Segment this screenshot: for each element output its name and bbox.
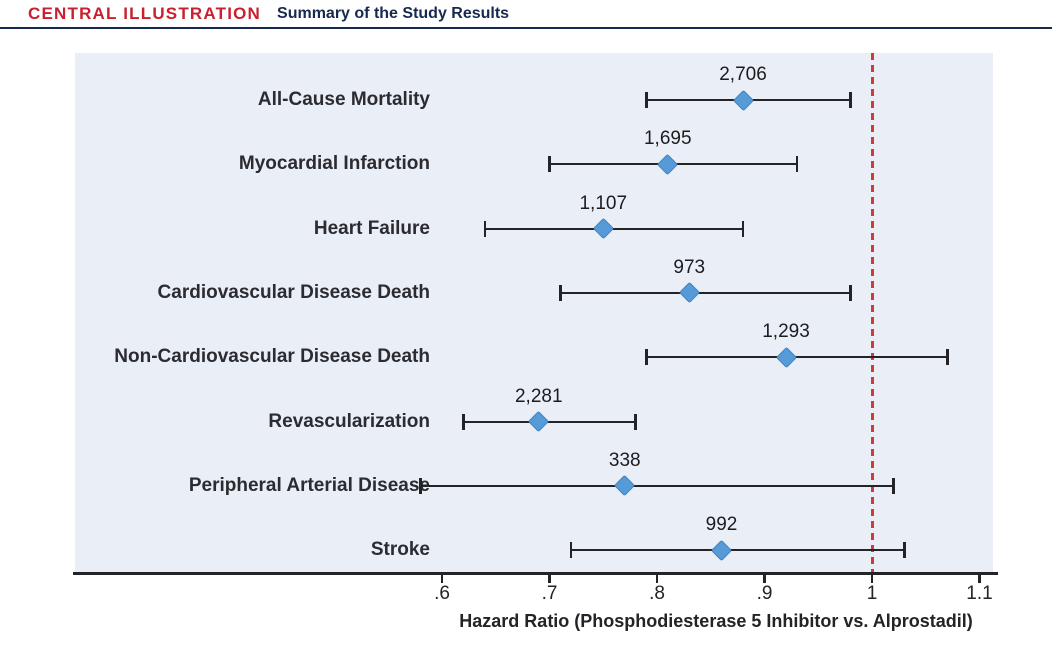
ci-line xyxy=(646,356,948,359)
event-count: 338 xyxy=(608,449,641,471)
hr-point-marker xyxy=(614,475,636,497)
ci-cap-left xyxy=(645,349,648,366)
outcome-label: Non-Cardiovascular Disease Death xyxy=(114,346,430,368)
x-tick-label: .9 xyxy=(756,583,773,604)
event-count: 992 xyxy=(705,514,738,536)
ci-line xyxy=(571,549,905,552)
ci-cap-right xyxy=(795,156,798,173)
ci-cap-right xyxy=(946,349,949,366)
hr-point-marker xyxy=(710,539,733,561)
outcome-label: All-Cause Mortality xyxy=(257,89,430,110)
x-tick-mark xyxy=(978,575,981,583)
ci-cap-left xyxy=(569,542,573,559)
event-count: 1,293 xyxy=(762,321,810,343)
x-tick-label: .6 xyxy=(434,583,450,604)
ci-line xyxy=(485,227,743,230)
hr-point-marker xyxy=(732,89,754,111)
hr-point-marker xyxy=(678,282,700,304)
outcome-label: Revascularization xyxy=(268,410,430,432)
event-count: 1,107 xyxy=(579,192,628,214)
event-count: 2,281 xyxy=(514,385,563,407)
outcome-label: Cardiovascular Disease Death xyxy=(157,281,430,303)
x-tick-label: .8 xyxy=(649,583,665,604)
page-title: Summary of the Study Results xyxy=(277,4,510,22)
ci-cap-left xyxy=(419,477,422,494)
event-count: 973 xyxy=(673,256,706,278)
event-count: 1,695 xyxy=(643,128,692,150)
event-count: 2,706 xyxy=(719,64,767,85)
hr-point-marker xyxy=(657,153,679,175)
ci-cap-left xyxy=(645,92,648,108)
ci-cap-right xyxy=(892,477,895,494)
hr-point-marker xyxy=(592,217,614,240)
ci-cap-right xyxy=(634,413,637,430)
x-tick-mark xyxy=(548,575,551,583)
ci-cap-left xyxy=(483,220,487,237)
x-tick-mark xyxy=(763,575,766,583)
plot-panel: All-Cause Mortality 2,706 Myocardial Infar… xyxy=(75,53,993,573)
outcome-label: Stroke xyxy=(370,539,430,561)
x-axis-title: Hazard Ratio (Phosphodiesterase 5 Inhibi… xyxy=(459,611,973,631)
hr-point-marker xyxy=(528,410,550,433)
ci-cap-right xyxy=(741,220,745,237)
ci-line xyxy=(560,291,851,294)
ci-cap-right xyxy=(903,542,906,559)
x-tick-label: 1 xyxy=(866,583,878,604)
x-tick-label: .7 xyxy=(541,583,558,604)
x-axis-line xyxy=(73,572,998,575)
ci-line xyxy=(420,484,894,487)
outcome-label: Heart Failure xyxy=(313,217,430,239)
ci-cap-right xyxy=(849,284,852,301)
ci-line xyxy=(463,420,636,423)
header-kicker: CENTRAL ILLUSTRATION xyxy=(28,3,262,23)
x-tick-mark xyxy=(870,575,874,583)
ci-cap-left xyxy=(559,284,562,301)
ci-cap-left xyxy=(548,156,551,173)
hr-point-marker xyxy=(775,346,797,368)
figure-header: CENTRAL ILLUSTRATION Summary of the Stud… xyxy=(0,0,1052,29)
x-tick-label: 1.1 xyxy=(966,583,993,604)
reference-line xyxy=(870,53,874,573)
x-tick-mark xyxy=(440,575,444,583)
ci-cap-right xyxy=(849,92,852,108)
x-tick-mark xyxy=(655,575,659,583)
outcome-label: Peripheral Arterial Disease xyxy=(188,474,430,496)
ci-cap-left xyxy=(462,413,465,430)
outcome-label: Myocardial Infarction xyxy=(238,153,430,175)
